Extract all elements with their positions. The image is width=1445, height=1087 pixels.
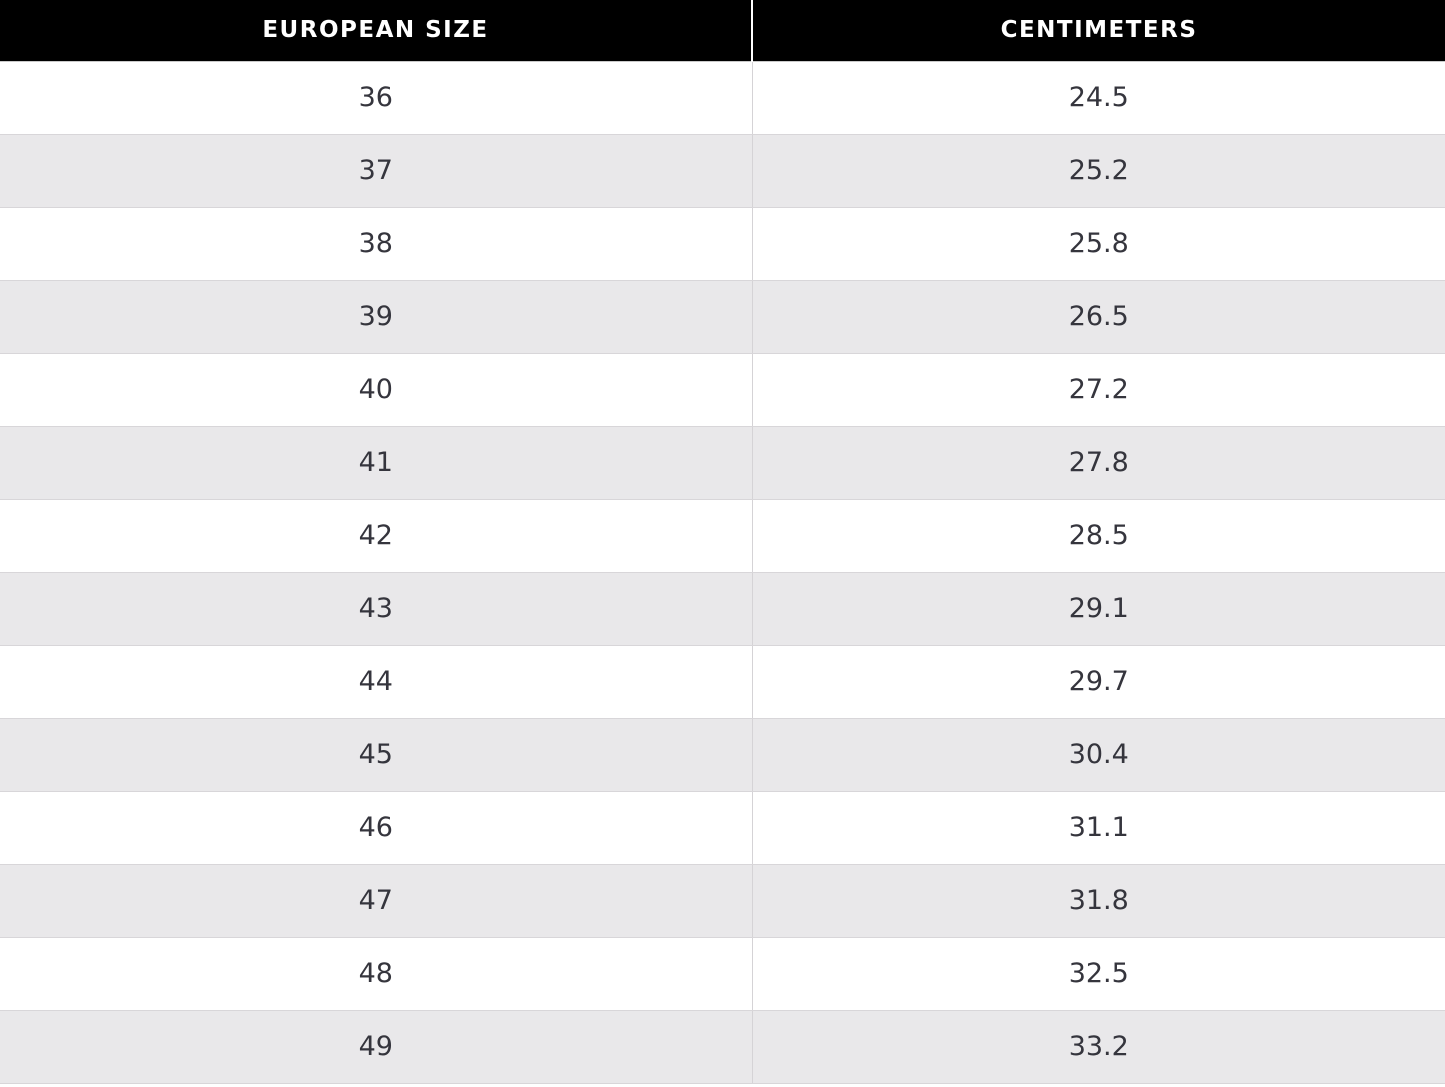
cell-european-size: 46 (0, 791, 753, 865)
cell-centimeters: 27.8 (752, 426, 1445, 500)
table-body: 36 24.5 37 25.2 38 25.8 39 26.5 40 27.2 41 27.8 42 28… (0, 61, 1445, 1084)
header-row: EUROPEAN SIZE CENTIMETERS (0, 0, 1445, 62)
cell-european-size: 38 (0, 207, 753, 281)
table-row: 37 25.2 (0, 134, 1445, 208)
table-row: 40 27.2 (0, 353, 1445, 427)
cell-european-size: 40 (0, 353, 753, 427)
cell-centimeters: 29.1 (752, 572, 1445, 646)
cell-centimeters: 29.7 (752, 645, 1445, 719)
table-row: 39 26.5 (0, 280, 1445, 354)
cell-european-size: 42 (0, 499, 753, 573)
table-row: 38 25.8 (0, 207, 1445, 281)
cell-centimeters: 31.8 (752, 864, 1445, 938)
cell-centimeters: 31.1 (752, 791, 1445, 865)
cell-european-size: 36 (0, 61, 753, 135)
cell-centimeters: 28.5 (752, 499, 1445, 573)
table-row: 44 29.7 (0, 645, 1445, 719)
cell-european-size: 45 (0, 718, 753, 792)
table-row: 42 28.5 (0, 499, 1445, 573)
cell-european-size: 43 (0, 572, 753, 646)
table-row: 36 24.5 (0, 61, 1445, 135)
table-row: 41 27.8 (0, 426, 1445, 500)
table-row: 43 29.1 (0, 572, 1445, 646)
table-row: 47 31.8 (0, 864, 1445, 938)
cell-centimeters: 25.2 (752, 134, 1445, 208)
column-header-centimeters: CENTIMETERS (752, 0, 1445, 62)
column-header-european-size: EUROPEAN SIZE (0, 0, 753, 62)
table-row: 48 32.5 (0, 937, 1445, 1011)
cell-european-size: 48 (0, 937, 753, 1011)
cell-centimeters: 32.5 (752, 937, 1445, 1011)
cell-european-size: 39 (0, 280, 753, 354)
cell-european-size: 47 (0, 864, 753, 938)
table-header: EUROPEAN SIZE CENTIMETERS (0, 0, 1445, 62)
cell-centimeters: 27.2 (752, 353, 1445, 427)
table-row: 45 30.4 (0, 718, 1445, 792)
cell-centimeters: 25.8 (752, 207, 1445, 281)
cell-european-size: 41 (0, 426, 753, 500)
cell-centimeters: 26.5 (752, 280, 1445, 354)
cell-european-size: 44 (0, 645, 753, 719)
table-row: 46 31.1 (0, 791, 1445, 865)
table-row: 49 33.2 (0, 1010, 1445, 1084)
cell-european-size: 37 (0, 134, 753, 208)
cell-european-size: 49 (0, 1010, 753, 1084)
cell-centimeters: 24.5 (752, 61, 1445, 135)
cell-centimeters: 30.4 (752, 718, 1445, 792)
cell-centimeters: 33.2 (752, 1010, 1445, 1084)
